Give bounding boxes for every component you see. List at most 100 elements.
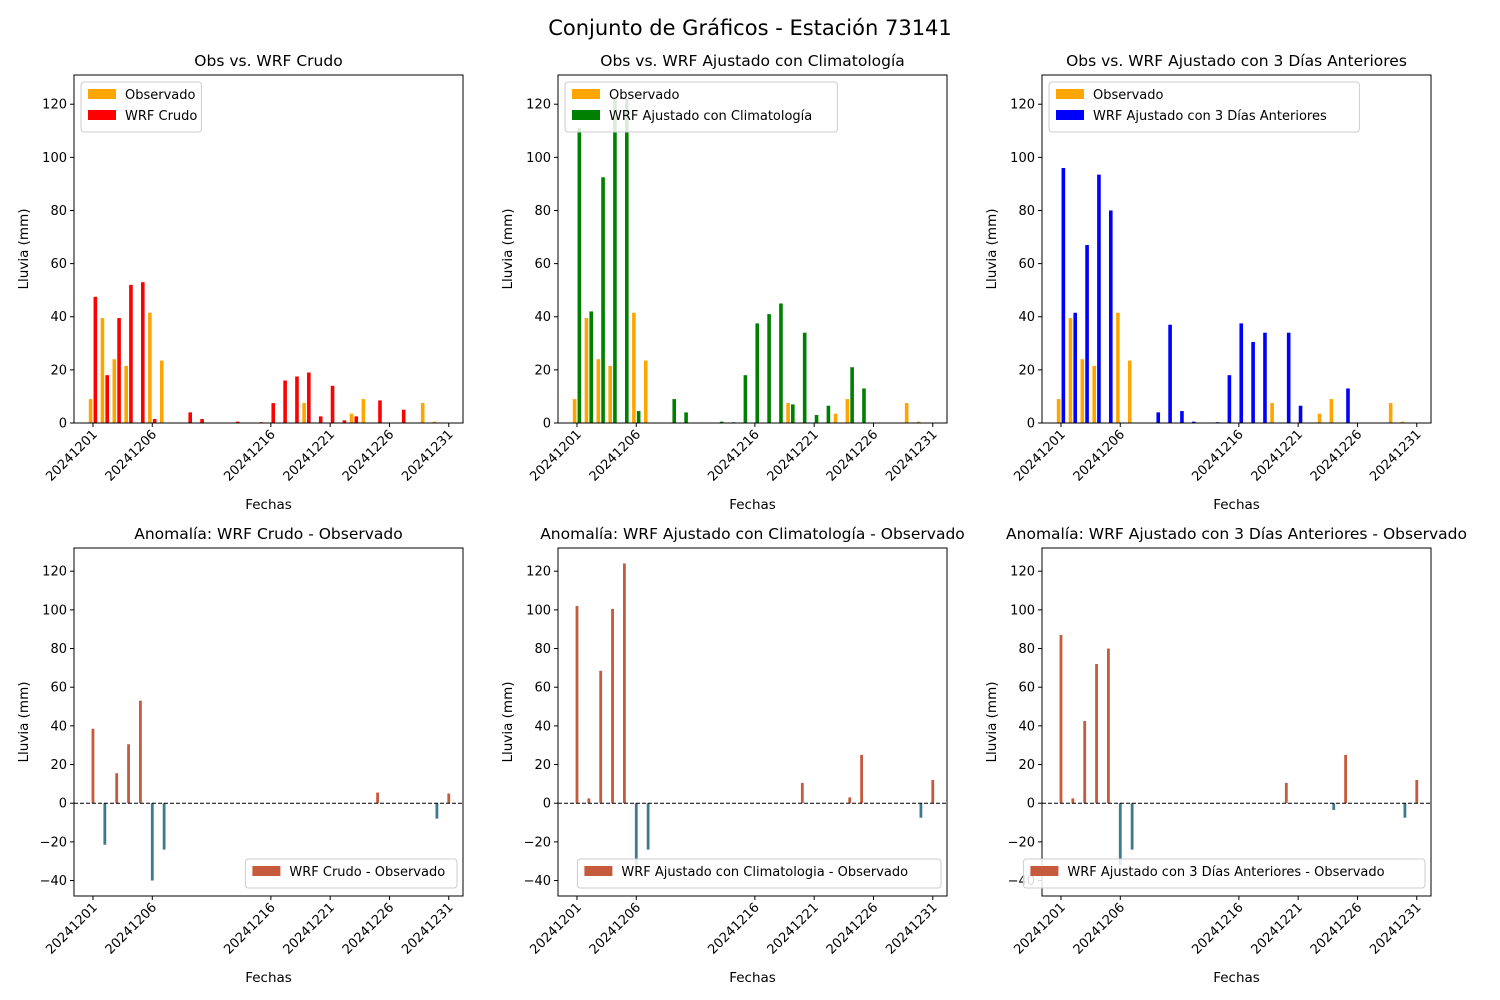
plot-frame [557, 547, 948, 897]
x-tick-label: 20241216 [221, 427, 278, 484]
y-tick-label: 100 [1010, 603, 1035, 618]
x-tick-label: 20241226 [1308, 427, 1365, 484]
y-tick-label: 0 [543, 417, 551, 432]
bar-2-day-9 [188, 412, 193, 423]
chart-panel-4: −40 −20 0 20 40 60 80 100 120 20241201 20241206 202… [16, 525, 464, 986]
bar-1-day-7 [1130, 803, 1134, 850]
bar-2-day-18 [295, 376, 299, 423]
y-tick-label: 80 [50, 642, 67, 657]
legend-label-2: WRF Ajustado con 3 Días Anteriores [1093, 109, 1327, 124]
legend: Observado WRF Ajustado con Climatología [564, 81, 838, 133]
legend: WRF Ajustado con 3 Días Anteriores - Obs… [1022, 858, 1426, 889]
bar-2-day-2 [589, 311, 594, 423]
y-tick-label: 40 [1018, 310, 1035, 325]
x-tick-label: 20241221 [1249, 427, 1306, 484]
bar-2-day-20 [318, 416, 323, 423]
bar-1-day-1 [572, 399, 577, 423]
x-tick-label: 20241231 [1367, 900, 1424, 957]
bar-2-day-9 [672, 399, 677, 423]
y-tick-label: 100 [526, 603, 551, 618]
legend-label-2: WRF Crudo [125, 109, 197, 124]
legend-swatch-1 [1056, 89, 1084, 99]
x-axis-label: Fechas [729, 497, 776, 513]
bar-2-day-5 [1108, 210, 1113, 423]
bar-1-day-19 [786, 403, 790, 423]
bar-2-day-16 [755, 323, 760, 423]
x-tick-label: 20241226 [340, 427, 397, 484]
bar-1-day-4 [611, 608, 614, 804]
bar-1-day-6 [1116, 312, 1120, 423]
y-tick-label: 0 [543, 797, 551, 812]
legend-box [576, 858, 942, 889]
x-tick-label: 20241231 [399, 900, 456, 957]
bar-2-day-10 [684, 412, 688, 423]
bar-1-day-24 [1332, 803, 1336, 810]
bar-1-day-3 [596, 359, 601, 423]
bar-1-day-5 [623, 563, 626, 804]
y-tick-label: 120 [526, 98, 551, 113]
bar-1-day-29 [904, 403, 909, 423]
x-tick-label: 20241216 [705, 900, 762, 957]
x-tick-label: 20241201 [527, 427, 584, 484]
bar-1-day-31 [931, 780, 935, 804]
bar-1-day-24 [1329, 399, 1334, 423]
bar-2-day-13 [235, 421, 240, 423]
bar-1-day-1 [575, 606, 579, 804]
plot-frame [73, 547, 464, 897]
bar-2-day-21 [814, 415, 819, 423]
bar-1-day-4 [124, 365, 128, 423]
y-axis-label: Lluvia (mm) [500, 682, 516, 763]
plot-frame [557, 74, 948, 424]
bar-1-day-19 [302, 403, 306, 423]
bar-2-day-17 [283, 380, 287, 423]
y-tick-label: 0 [59, 797, 67, 812]
legend-swatch-1 [252, 866, 281, 876]
figure-title: Conjunto de Gráficos - Estación 73141 [548, 16, 952, 40]
bar-2-day-9 [1156, 412, 1161, 423]
x-tick-label: 20241221 [765, 900, 822, 957]
bar-2-day-19 [791, 404, 795, 423]
y-tick-label: 40 [50, 310, 67, 325]
legend-label-1: WRF Ajustado con 3 Días Anteriores - Obs… [1067, 865, 1384, 880]
x-tick-label: 20241201 [43, 427, 100, 484]
x-tick-label: 20241231 [399, 427, 456, 484]
y-tick-label: 120 [1010, 565, 1035, 580]
y-tick-label: 80 [1018, 642, 1035, 657]
x-tick-label: 20241221 [1249, 900, 1306, 957]
x-tick-label: 20241206 [1071, 427, 1128, 484]
bar-1-day-23 [349, 413, 354, 423]
x-tick-label: 20241206 [587, 900, 644, 957]
bar-2-day-13 [719, 421, 724, 423]
legend-label-1: Observado [1093, 88, 1164, 103]
y-tick-label: 120 [526, 565, 551, 580]
bar-1-day-31 [1415, 780, 1419, 804]
legend-label-1: Observado [125, 88, 196, 103]
y-tick-label: 80 [534, 204, 551, 219]
legend-label-1: WRF Crudo - Observado [289, 865, 445, 880]
y-tick-label: 40 [1018, 719, 1035, 734]
x-tick-label: 20241216 [1189, 900, 1246, 957]
legend-swatch-1 [1030, 866, 1059, 876]
chart-panel-5: −40 −20 0 20 40 60 80 100 120 20241201 20241206 202… [500, 525, 965, 986]
bar-2-day-25 [378, 400, 382, 423]
bar-1-day-30 [435, 803, 439, 819]
y-tick-label: 20 [1018, 363, 1035, 378]
bar-1-day-6 [150, 803, 154, 881]
chart-title: Anomalía: WRF Crudo - Observado [134, 525, 403, 543]
y-tick-label: 60 [1018, 681, 1035, 696]
x-axis-label: Fechas [729, 970, 776, 986]
x-tick-label: 20241216 [221, 900, 278, 957]
y-tick-label: 40 [534, 719, 551, 734]
bar-2-day-4 [1097, 174, 1101, 423]
legend-label-2: WRF Ajustado con Climatología [609, 109, 812, 124]
bar-1-day-30 [432, 421, 437, 423]
x-tick-label: 20241201 [1011, 427, 1068, 484]
y-tick-label: 80 [1018, 204, 1035, 219]
y-tick-label: −40 [40, 874, 67, 889]
x-tick-label: 20241226 [824, 900, 881, 957]
y-tick-label: 20 [50, 758, 67, 773]
